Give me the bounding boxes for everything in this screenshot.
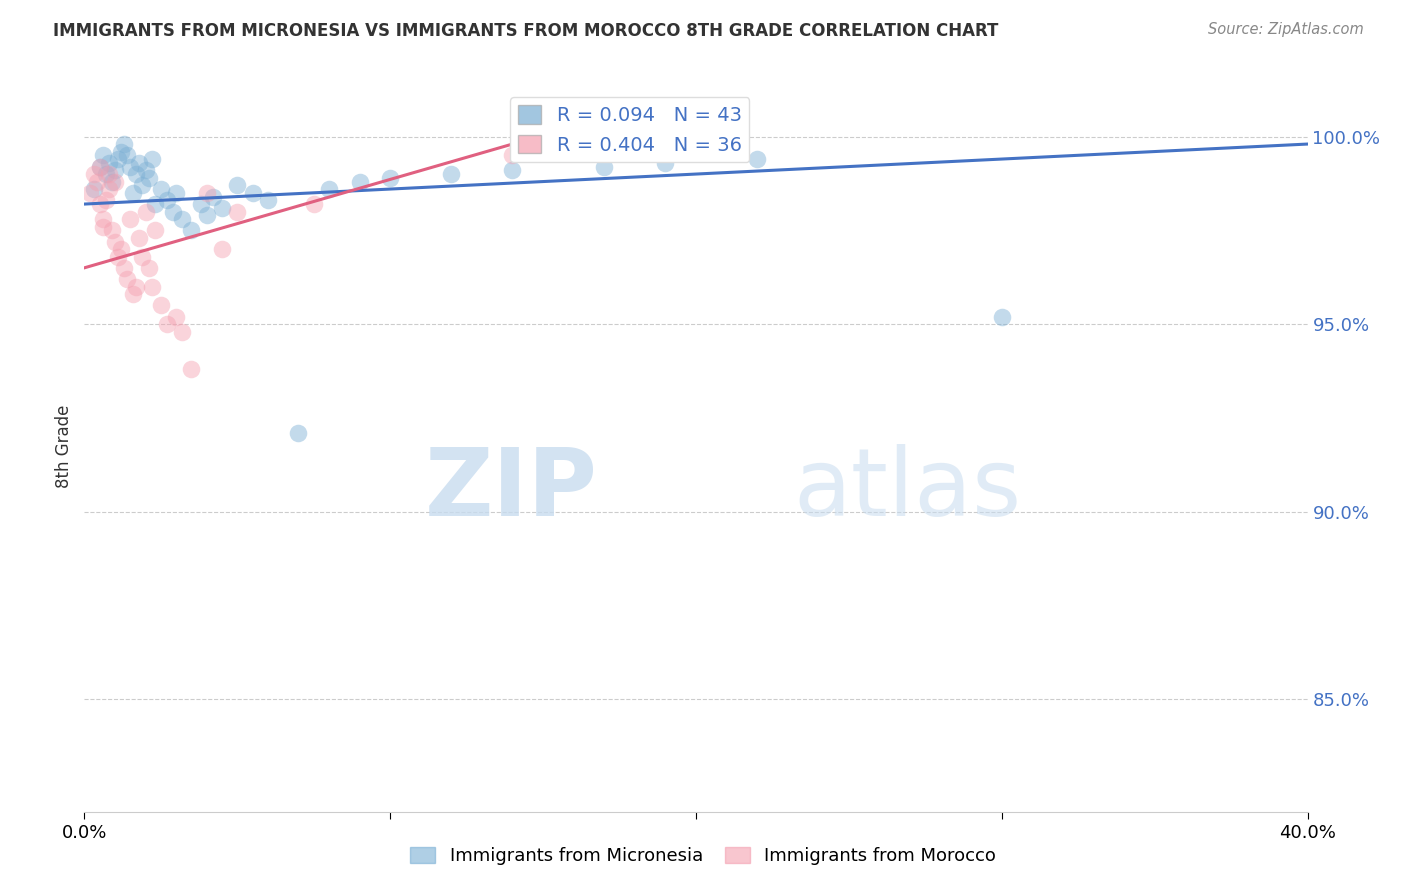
Point xyxy=(162,204,184,219)
Point xyxy=(141,152,163,166)
Point xyxy=(211,201,233,215)
Point xyxy=(91,212,114,227)
Point xyxy=(143,223,166,237)
Point xyxy=(172,325,194,339)
Text: atlas: atlas xyxy=(794,444,1022,536)
Text: Source: ZipAtlas.com: Source: ZipAtlas.com xyxy=(1208,22,1364,37)
Point xyxy=(91,148,114,162)
Point xyxy=(287,425,309,440)
Point xyxy=(125,279,148,293)
Point xyxy=(149,298,172,312)
Y-axis label: 8th Grade: 8th Grade xyxy=(55,404,73,488)
Point xyxy=(112,260,135,275)
Point xyxy=(226,178,249,193)
Point xyxy=(86,175,108,189)
Point xyxy=(201,189,224,203)
Point xyxy=(128,156,150,170)
Point xyxy=(131,178,153,193)
Point xyxy=(110,145,132,159)
Point xyxy=(190,197,212,211)
Point xyxy=(97,167,120,181)
Point xyxy=(991,310,1014,324)
Point xyxy=(440,167,463,181)
Point xyxy=(654,156,676,170)
Point xyxy=(83,167,105,181)
Point xyxy=(83,182,105,196)
Legend: R = 0.094   N = 43, R = 0.404   N = 36: R = 0.094 N = 43, R = 0.404 N = 36 xyxy=(510,97,749,162)
Point xyxy=(115,148,138,162)
Point xyxy=(101,223,124,237)
Point xyxy=(115,272,138,286)
Point xyxy=(120,160,142,174)
Text: ZIP: ZIP xyxy=(425,444,598,536)
Point xyxy=(502,163,524,178)
Point xyxy=(195,208,218,222)
Point xyxy=(97,156,120,170)
Point xyxy=(593,160,616,174)
Text: IMMIGRANTS FROM MICRONESIA VS IMMIGRANTS FROM MOROCCO 8TH GRADE CORRELATION CHAR: IMMIGRANTS FROM MICRONESIA VS IMMIGRANTS… xyxy=(53,22,998,40)
Point xyxy=(97,182,120,196)
Point xyxy=(143,197,166,211)
Point xyxy=(110,242,132,256)
Point xyxy=(131,250,153,264)
Point xyxy=(107,250,129,264)
Point xyxy=(79,186,101,200)
Point xyxy=(104,163,127,178)
Point xyxy=(141,279,163,293)
Point xyxy=(101,175,124,189)
Point xyxy=(318,182,340,196)
Point xyxy=(302,197,325,211)
Point xyxy=(195,186,218,200)
Point xyxy=(138,170,160,185)
Point xyxy=(180,362,202,376)
Point xyxy=(135,163,157,178)
Point xyxy=(107,152,129,166)
Point xyxy=(165,310,187,324)
Point xyxy=(180,223,202,237)
Point xyxy=(349,175,371,189)
Point xyxy=(94,194,117,208)
Point xyxy=(149,182,172,196)
Point xyxy=(502,148,524,162)
Point xyxy=(211,242,233,256)
Point xyxy=(138,260,160,275)
Point xyxy=(94,167,117,181)
Point xyxy=(89,197,111,211)
Point xyxy=(125,167,148,181)
Point xyxy=(122,186,145,200)
Point xyxy=(91,219,114,234)
Point xyxy=(89,160,111,174)
Point xyxy=(89,160,111,174)
Point xyxy=(112,136,135,151)
Point xyxy=(120,212,142,227)
Point xyxy=(128,231,150,245)
Point xyxy=(122,287,145,301)
Legend: Immigrants from Micronesia, Immigrants from Morocco: Immigrants from Micronesia, Immigrants f… xyxy=(401,838,1005,874)
Point xyxy=(226,204,249,219)
Point xyxy=(104,235,127,249)
Point xyxy=(156,317,179,331)
Point xyxy=(104,175,127,189)
Point xyxy=(165,186,187,200)
Point xyxy=(135,204,157,219)
Point xyxy=(242,186,264,200)
Point xyxy=(172,212,194,227)
Point xyxy=(257,194,280,208)
Point xyxy=(380,170,402,185)
Point xyxy=(156,194,179,208)
Point xyxy=(747,152,769,166)
